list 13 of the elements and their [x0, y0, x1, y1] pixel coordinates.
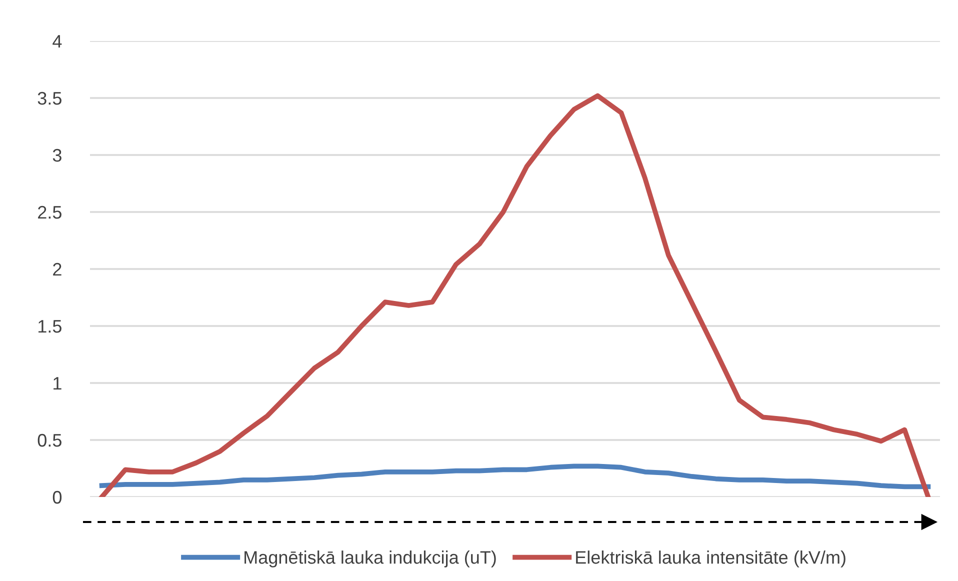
line-series — [99, 464, 931, 490]
legend-label: Magnētiskā lauka indukcija (uT) — [244, 550, 496, 568]
y-tick-label: 0.5 — [38, 434, 62, 447]
y-tick-label: 2.5 — [38, 206, 62, 219]
legend-label: Elektriskā lauka intensitāte (kV/m) — [576, 550, 846, 568]
y-tick-label: 1 — [54, 377, 62, 390]
y-tick-label: 2 — [53, 262, 62, 276]
y-tick-label: 4 — [52, 35, 62, 48]
y-tick-label: 3 — [52, 148, 62, 162]
y-tick-label: 1.5 — [38, 320, 62, 333]
y-tick-label: 3.5 — [38, 92, 62, 105]
y-tick-label: 0 — [52, 490, 62, 504]
line-series — [99, 93, 931, 497]
